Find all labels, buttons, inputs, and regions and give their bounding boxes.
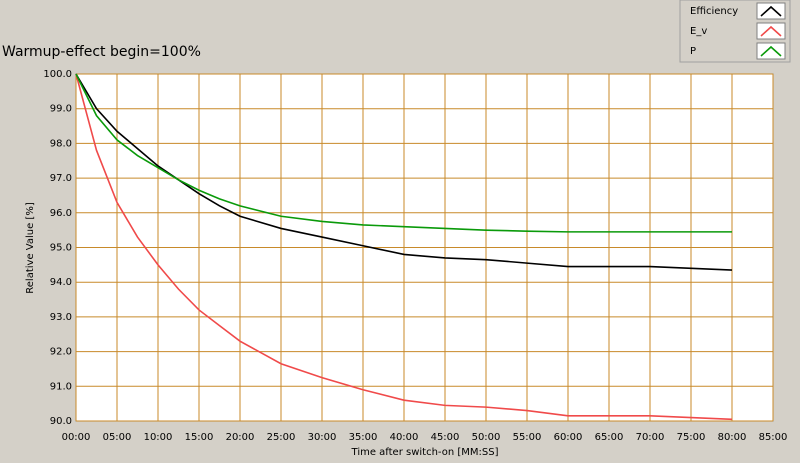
x-tick-label: 45:00 xyxy=(431,432,460,443)
legend-label: Efficiency xyxy=(690,6,738,17)
x-tick-label: 60:00 xyxy=(554,432,583,443)
y-tick-label: 97.0 xyxy=(50,173,72,184)
x-tick-label: 10:00 xyxy=(144,432,173,443)
y-tick-label: 96.0 xyxy=(50,208,72,219)
y-tick-label: 95.0 xyxy=(50,243,72,254)
x-tick-label: 75:00 xyxy=(677,432,706,443)
x-tick-label: 35:00 xyxy=(349,432,378,443)
x-tick-label: 00:00 xyxy=(62,432,91,443)
x-tick-label: 40:00 xyxy=(390,432,419,443)
x-tick-label: 15:00 xyxy=(185,432,214,443)
legend-label: E_v xyxy=(690,26,707,37)
x-tick-label: 30:00 xyxy=(308,432,337,443)
legend-swatch xyxy=(760,25,782,37)
chart-title: Warmup-effect begin=100% xyxy=(2,44,201,60)
legend-swatch-box xyxy=(756,42,786,60)
legend-swatch-box xyxy=(756,22,786,40)
y-tick-label: 99.0 xyxy=(50,104,72,115)
x-tick-label: 20:00 xyxy=(226,432,255,443)
x-axis-label: Time after switch-on [MM:SS] xyxy=(351,447,499,458)
x-tick-label: 85:00 xyxy=(759,432,788,443)
y-tick-label: 91.0 xyxy=(50,381,72,392)
x-tick-label: 80:00 xyxy=(718,432,747,443)
y-tick-label: 94.0 xyxy=(50,277,72,288)
y-tick-label: 93.0 xyxy=(50,312,72,323)
x-tick-label: 05:00 xyxy=(103,432,132,443)
legend-swatch xyxy=(760,5,782,17)
x-tick-label: 55:00 xyxy=(513,432,542,443)
y-tick-label: 90.0 xyxy=(50,416,72,427)
y-axis-label: Relative Value [%] xyxy=(25,202,36,294)
x-tick-label: 65:00 xyxy=(595,432,624,443)
x-tick-label: 70:00 xyxy=(636,432,665,443)
series-line xyxy=(75,73,732,233)
series-line xyxy=(75,73,733,271)
y-tick-label: 98.0 xyxy=(50,138,72,149)
x-tick-label: 50:00 xyxy=(472,432,501,443)
legend-label: P xyxy=(690,46,696,57)
legend-swatch-box xyxy=(756,2,786,20)
legend-swatch xyxy=(760,45,782,57)
y-tick-label: 100.0 xyxy=(43,69,72,80)
x-tick-label: 25:00 xyxy=(267,432,296,443)
series-line xyxy=(75,73,733,421)
y-tick-label: 92.0 xyxy=(50,347,72,358)
